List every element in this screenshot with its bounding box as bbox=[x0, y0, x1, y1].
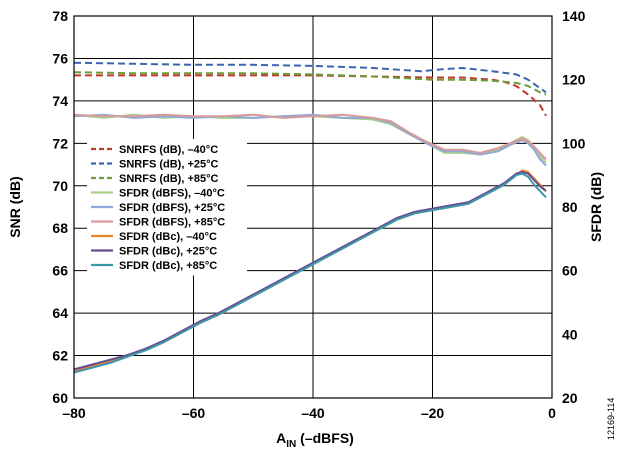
legend-label: SFDR (dBc), +25°C bbox=[119, 246, 217, 258]
series-line-8 bbox=[73, 171, 547, 371]
right-tick-label: 40 bbox=[562, 326, 578, 342]
series-line-9 bbox=[73, 172, 547, 374]
left-tick-label: 74 bbox=[52, 93, 68, 109]
plot-frame bbox=[73, 15, 553, 399]
x-axis-title-subscript: IN bbox=[286, 439, 296, 450]
left-tick-label: 70 bbox=[52, 178, 68, 194]
figure-id: 12169-114 bbox=[606, 398, 616, 440]
legend-label: SFDR (dBFS), +85°C bbox=[119, 217, 225, 229]
left-tick-label: 68 bbox=[52, 220, 68, 236]
y-axis-right-title: SFDR (dB) bbox=[588, 172, 604, 242]
x-tick-labels: –80 –60 –40 –20 0 bbox=[62, 405, 556, 421]
left-tick-label: 64 bbox=[52, 305, 68, 321]
right-tick-label: 100 bbox=[562, 135, 586, 151]
legend-background bbox=[87, 139, 247, 276]
left-tick-label: 78 bbox=[52, 8, 68, 24]
right-tick-label: 60 bbox=[562, 263, 578, 279]
legend-label: SNRFS (dB), –40°C bbox=[119, 144, 218, 156]
series-layer bbox=[73, 61, 547, 374]
right-tick-label: 20 bbox=[562, 390, 578, 406]
legend-label: SNRFS (dB), +25°C bbox=[119, 159, 218, 171]
x-tick-label: –40 bbox=[301, 405, 325, 421]
right-tick-label: 80 bbox=[562, 199, 578, 215]
left-tick-label: 60 bbox=[52, 390, 68, 406]
right-tick-labels: 20 40 60 80 100 120 140 bbox=[562, 8, 586, 406]
series-line-5 bbox=[73, 113, 547, 167]
legend: SNRFS (dB), –40°C SNRFS (dB), +25°C SNRFS … bbox=[87, 139, 247, 276]
x-axis-title-rest: (–dBFS) bbox=[296, 430, 354, 446]
x-axis-title: AIN (–dBFS) bbox=[276, 430, 354, 450]
y-axis-left-title: SNR (dB) bbox=[7, 176, 23, 237]
series-line-6 bbox=[73, 113, 547, 160]
left-tick-labels: 60 62 64 66 68 70 72 74 76 78 bbox=[52, 8, 68, 406]
right-tick-label: 120 bbox=[562, 72, 586, 88]
legend-label: SFDR (dBc), +85°C bbox=[119, 260, 217, 272]
left-tick-label: 62 bbox=[52, 348, 68, 364]
legend-label: SFDR (dBc), –40°C bbox=[119, 231, 217, 243]
x-tick-label: –60 bbox=[182, 405, 206, 421]
series-line-2 bbox=[73, 61, 547, 94]
x-tick-label: 0 bbox=[548, 405, 556, 421]
series-line-1 bbox=[74, 74, 547, 117]
x-tick-label: –80 bbox=[62, 405, 86, 421]
left-tick-label: 72 bbox=[52, 135, 68, 151]
legend-label: SNRFS (dB), +85°C bbox=[119, 173, 218, 185]
left-tick-label: 76 bbox=[52, 50, 68, 66]
series-line-3 bbox=[73, 71, 547, 96]
x-tick-label: –20 bbox=[421, 405, 445, 421]
left-tick-label: 66 bbox=[52, 263, 68, 279]
right-tick-label: 140 bbox=[562, 8, 586, 24]
x-axis-title-main: A bbox=[276, 430, 286, 446]
legend-label: SFDR (dBFS), –40°C bbox=[119, 188, 225, 200]
legend-label: SFDR (dBFS), +25°C bbox=[119, 202, 225, 214]
